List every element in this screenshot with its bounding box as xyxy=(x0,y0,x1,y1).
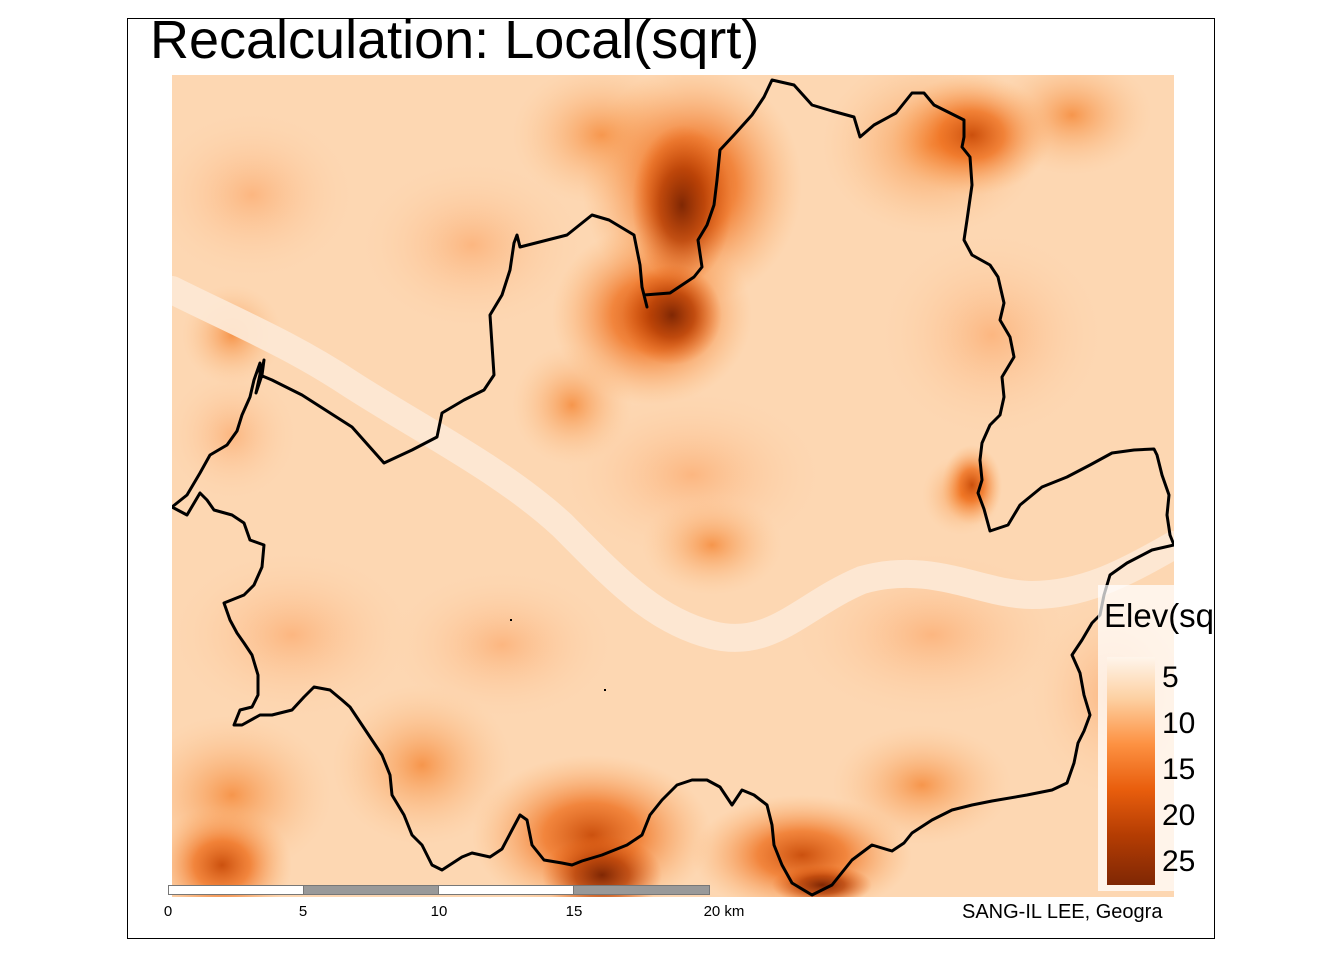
scale-bar xyxy=(168,885,710,897)
elevation-map-svg xyxy=(172,75,1174,897)
han-river xyxy=(172,276,1174,652)
marker-dot xyxy=(604,689,606,691)
map-title: Recalculation: Local(sqrt) xyxy=(150,18,760,70)
scale-label: 10 xyxy=(430,903,448,920)
scale-label: 5 xyxy=(298,903,308,920)
scale-label: 0 xyxy=(163,903,173,920)
scale-label: 20 km xyxy=(703,903,745,920)
legend-tick: 20 xyxy=(1162,799,1196,832)
scale-segment xyxy=(573,885,710,895)
legend-tick: 15 xyxy=(1162,753,1196,786)
map-canvas[interactable] xyxy=(172,75,1174,897)
scale-segment xyxy=(168,885,304,895)
map-frame: Recalculation: Local(sqrt) Elev(sqrt) 5 … xyxy=(127,18,1215,939)
scale-segment xyxy=(438,885,574,895)
legend: Elev(sqrt) 5 10 15 20 25 xyxy=(1098,585,1215,891)
scale-segment xyxy=(303,885,439,895)
legend-tick: 25 xyxy=(1162,845,1196,878)
scale-label: 15 xyxy=(565,903,583,920)
legend-tick: 10 xyxy=(1162,707,1196,740)
marker-dot xyxy=(510,619,512,621)
legend-tick: 5 xyxy=(1162,661,1179,694)
legend-title: Elev(sqrt) xyxy=(1104,597,1215,634)
legend-color-ramp xyxy=(1107,657,1155,885)
terrain-peaks xyxy=(172,75,1052,897)
credit-text: SANG-IL LEE, Geogra xyxy=(962,901,1163,923)
city-boundary xyxy=(172,78,1174,897)
